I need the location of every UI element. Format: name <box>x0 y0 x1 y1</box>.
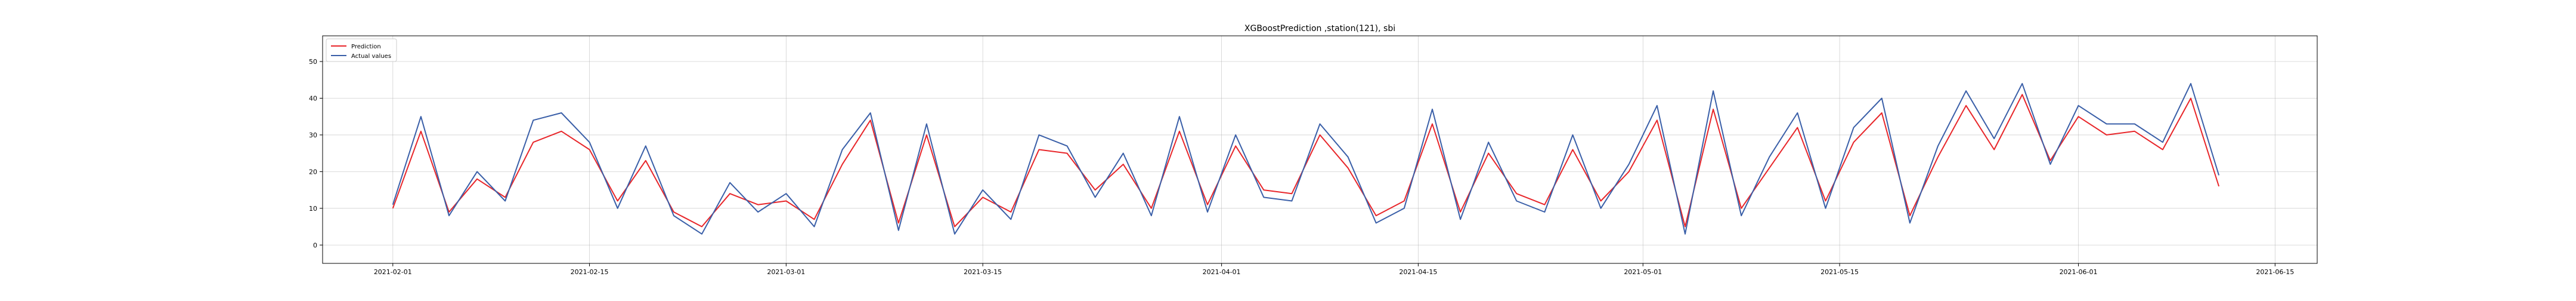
x-tick-label: 2021-05-15 <box>1820 268 1859 276</box>
series-line-actual-values <box>392 82 2220 235</box>
legend-label-prediction: Prediction <box>351 44 381 50</box>
x-tick-label: 2021-05-01 <box>1624 268 1662 276</box>
y-tick-label: 50 <box>309 58 317 66</box>
x-tick-label: 2021-04-01 <box>1203 268 1241 276</box>
y-tick-label: 30 <box>309 131 317 139</box>
axis-ticks: 2021-02-01 2021-02-15 2021-03-01 2021-03-15… <box>309 58 2294 276</box>
y-tick-label: 0 <box>313 241 317 249</box>
x-tick-label: 2021-04-15 <box>1399 268 1437 276</box>
y-tick-label: 10 <box>309 205 317 213</box>
x-tick-label: 2021-03-15 <box>964 268 1002 276</box>
legend-label-actual-values: Actual values <box>351 53 391 60</box>
series-lines <box>392 82 2220 235</box>
chart-title: XGBoostPrediction ,station(121), sbi <box>1244 24 1395 33</box>
y-tick-label: 20 <box>309 168 317 176</box>
plot-frame <box>322 35 2318 264</box>
x-tick-label: 2021-02-01 <box>374 268 412 276</box>
x-tick-label: 2021-03-01 <box>767 268 805 276</box>
y-tick-label: 40 <box>309 94 317 102</box>
series-line-prediction <box>392 94 2220 228</box>
x-tick-label: 2021-02-15 <box>571 268 609 276</box>
grid-lines <box>323 36 2317 263</box>
legend: Prediction Actual values <box>326 38 397 62</box>
x-tick-label: 2021-06-15 <box>2256 268 2294 276</box>
x-tick-label: 2021-06-01 <box>2060 268 2098 276</box>
